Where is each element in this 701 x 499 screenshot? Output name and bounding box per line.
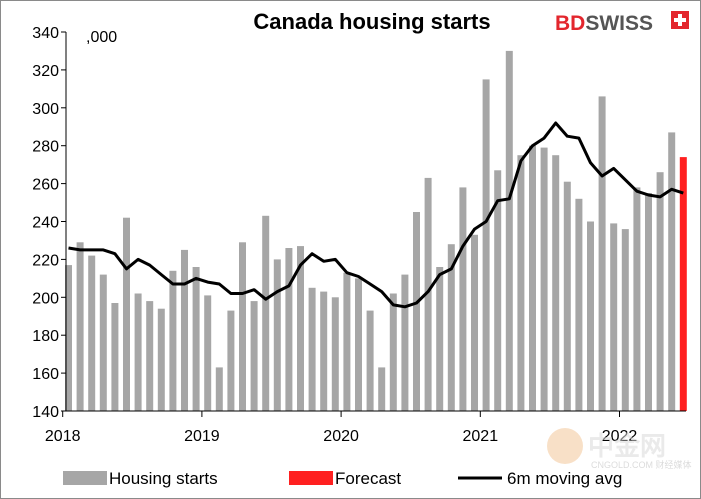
- housing-starts-bar: [436, 267, 444, 411]
- housing-starts-bar: [181, 249, 188, 411]
- y-tick-label: 260: [32, 177, 59, 194]
- housing-starts-bar: [169, 270, 177, 411]
- unit-label: ,000: [86, 29, 117, 46]
- watermark-logo-icon: [547, 428, 583, 464]
- legend: Housing starts Forecast 6m moving avg: [63, 469, 622, 488]
- brand-logo: BDSWISS: [555, 11, 689, 35]
- housing-starts-bar: [401, 274, 409, 411]
- legend-label-moving-average: 6m moving avg: [507, 469, 622, 488]
- housing-starts-bar: [215, 367, 223, 411]
- moving-average-line: [68, 121, 684, 309]
- watermark: 中金网 CNGOLD.COM 财经媒体: [547, 428, 692, 470]
- housing-starts-bar: [494, 170, 502, 411]
- housing-starts-bar: [99, 274, 107, 411]
- y-tick-label: 220: [32, 252, 59, 269]
- housing-starts-bar: [331, 297, 339, 411]
- housing-starts-bar: [308, 287, 316, 411]
- housing-starts-bar: [621, 229, 629, 411]
- housing-starts-bar: [540, 147, 548, 411]
- bars-group: [65, 50, 687, 412]
- housing-starts-bar: [192, 267, 200, 411]
- housing-starts-bar: [297, 246, 304, 411]
- y-tick-label: 140: [32, 404, 59, 421]
- housing-starts-bar: [610, 223, 618, 411]
- brand-logo-part1: BD: [555, 12, 585, 35]
- legend-label-forecast: Forecast: [335, 469, 401, 488]
- forecast-bar: [679, 157, 687, 411]
- housing-starts-bar: [273, 259, 281, 411]
- housing-starts-bar: [239, 242, 246, 411]
- housing-starts-bar: [517, 155, 525, 411]
- legend-swatch-housing-starts: [63, 471, 107, 485]
- housing-starts-bar: [123, 217, 130, 411]
- x-tick-label: 2019: [184, 428, 220, 445]
- y-tick-label: 300: [32, 101, 59, 118]
- housing-starts-bar: [250, 301, 258, 411]
- housing-starts-bar: [355, 278, 362, 411]
- y-tick-label: 200: [32, 290, 59, 307]
- chart-title: Canada housing starts: [253, 9, 490, 34]
- housing-starts-bar: [65, 265, 72, 411]
- housing-starts-bar: [645, 193, 652, 411]
- housing-starts-bar: [482, 79, 490, 412]
- x-tick-label: 2020: [323, 428, 359, 445]
- housing-starts-bar: [587, 221, 594, 411]
- housing-starts-bar: [389, 293, 397, 411]
- housing-starts-bar: [563, 181, 571, 411]
- legend-label-housing-starts: Housing starts: [109, 469, 218, 488]
- housing-starts-bar: [413, 212, 420, 411]
- housing-starts-bar: [111, 303, 119, 411]
- swiss-cross-horizontal: [674, 18, 686, 22]
- brand-logo-text: BDSWISS: [555, 12, 653, 35]
- housing-starts-bar: [668, 132, 676, 411]
- housing-starts-bar: [424, 177, 432, 411]
- housing-starts-bar: [285, 248, 293, 411]
- housing-starts-bar: [76, 242, 84, 411]
- housing-starts-bar: [343, 272, 351, 411]
- y-tick-label: 240: [32, 215, 59, 232]
- housing-starts-bar: [471, 234, 478, 411]
- housing-starts-bar: [378, 367, 386, 411]
- housing-starts-bar: [575, 198, 583, 411]
- brand-logo-part2: SWISS: [585, 12, 653, 35]
- housing-starts-bar: [505, 50, 513, 412]
- housing-starts-bar: [146, 301, 154, 411]
- y-tick-label: 160: [32, 366, 59, 383]
- watermark-main: 中金网: [588, 431, 666, 461]
- legend-swatch-forecast: [289, 471, 333, 485]
- housing-starts-bar: [134, 293, 142, 411]
- housing-starts-bar: [366, 310, 374, 411]
- x-tick-label: 2021: [463, 428, 499, 445]
- housing-starts-bar: [552, 155, 560, 411]
- housing-starts-bar: [262, 215, 270, 411]
- housing-starts-bar: [633, 187, 641, 411]
- y-tick-label: 280: [32, 139, 59, 156]
- watermark-sub: CNGOLD.COM 财经媒体: [591, 459, 692, 470]
- housing-starts-bar: [227, 310, 235, 411]
- y-tick-label: 340: [32, 25, 59, 42]
- housing-starts-bar: [88, 255, 96, 411]
- housing-starts-bar: [447, 244, 455, 411]
- housing-starts-bar: [529, 145, 536, 411]
- housing-starts-bar: [204, 295, 212, 411]
- housing-starts-bar: [656, 172, 664, 411]
- x-tick-label: 2022: [602, 428, 638, 445]
- housing-starts-bar: [459, 187, 467, 411]
- housing-starts-bar: [157, 308, 165, 411]
- axes-group: 140 160 180 200 220 240 260 280 300 320 340 2018 201…: [32, 25, 686, 445]
- x-tick-label: 2018: [45, 428, 81, 445]
- y-tick-label: 180: [32, 328, 59, 345]
- housing-starts-bar: [320, 291, 328, 411]
- housing-starts-bar: [598, 96, 606, 412]
- y-tick-label: 320: [32, 63, 59, 80]
